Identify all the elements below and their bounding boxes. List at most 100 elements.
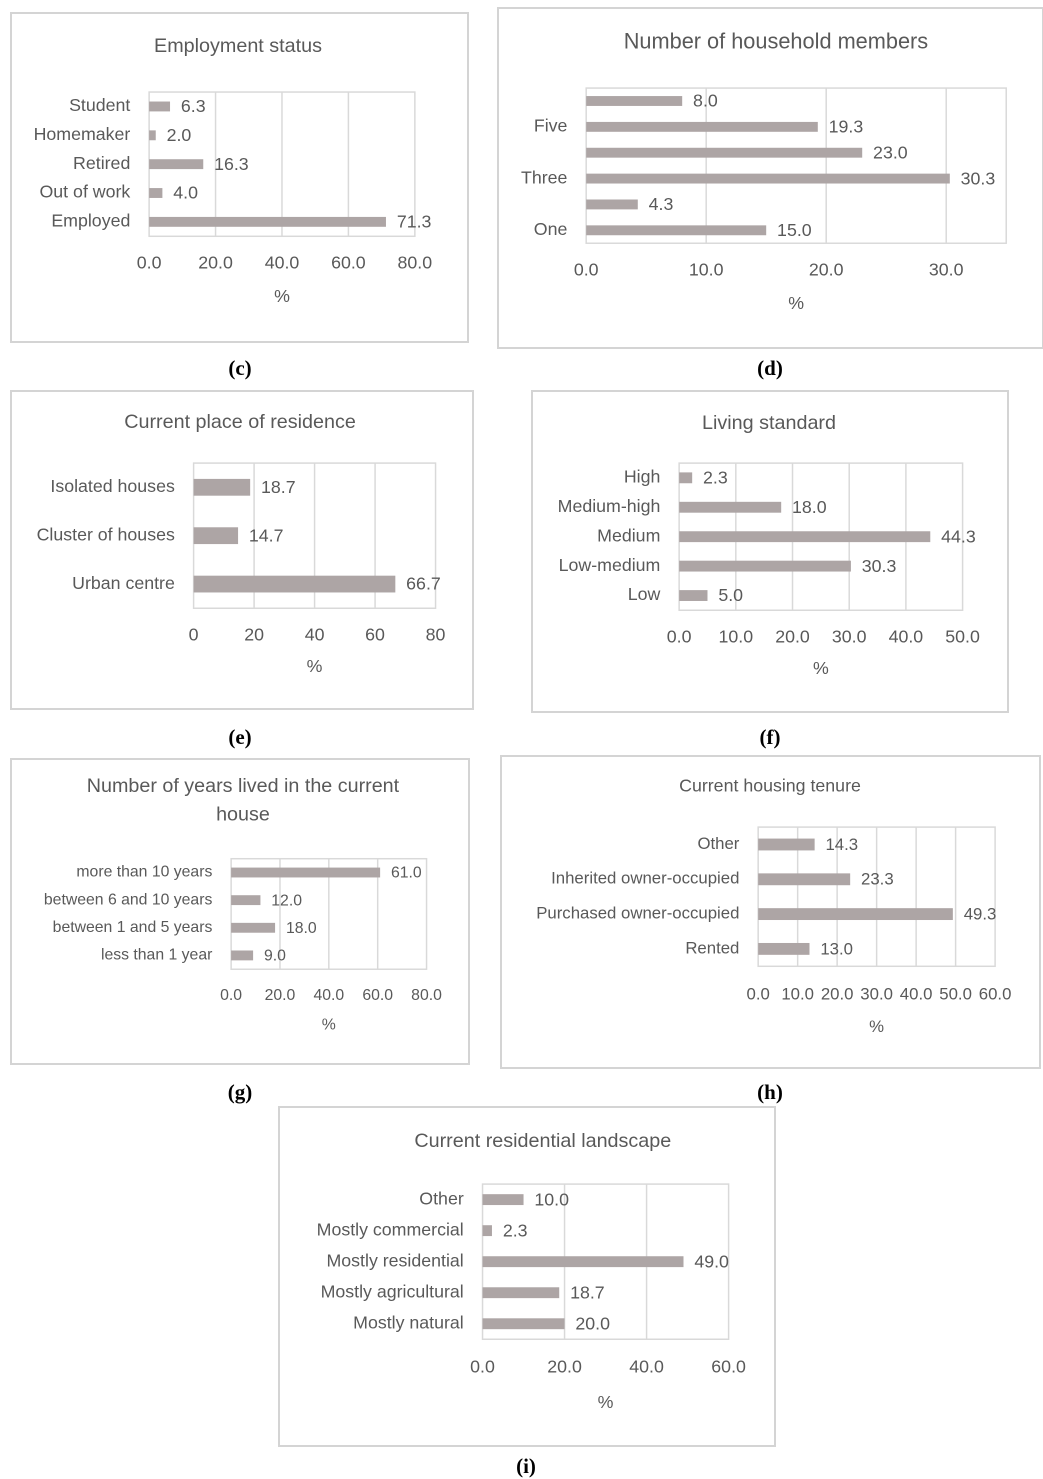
x-tick-label: 80.0 (411, 987, 442, 1004)
bar (231, 867, 381, 878)
subfigure-label: (f) (759, 725, 781, 749)
x-tick-label: 20.0 (198, 253, 233, 273)
category-label: Homemaker (34, 124, 131, 144)
bar (193, 478, 251, 496)
data-label: 6.3 (181, 96, 206, 116)
data-label: 5.0 (718, 585, 743, 605)
chart-panel-c: Employment status 0.0 20.0 40.0 60.0 80.0% 6.3… (10, 12, 469, 343)
category-label: Five (534, 116, 568, 136)
chart-svg-g: Number of years lived in the current hous… (44, 775, 442, 1034)
category-label: Urban centre (72, 573, 175, 593)
data-label: 18.7 (261, 477, 296, 497)
category-label: High (624, 467, 661, 487)
x-tick-label: 20.0 (821, 984, 854, 1003)
bar (586, 147, 863, 158)
category-label: Isolated houses (50, 476, 175, 496)
category-label: Employed (51, 211, 130, 231)
category-label: Mostly residential (327, 1250, 464, 1270)
category-label: Medium (597, 525, 660, 545)
bar (149, 188, 163, 198)
category-label: One (534, 219, 568, 239)
data-label: 49.0 (694, 1251, 729, 1271)
category-label: Low (628, 584, 661, 604)
category-label: less than 1 year (101, 947, 212, 964)
data-label: 18.0 (286, 920, 317, 937)
x-tick-label: 60.0 (711, 1357, 746, 1377)
category-label: Out of work (39, 182, 130, 202)
category-label: Mostly agricultural (321, 1281, 464, 1301)
x-tick-label: 40.0 (265, 253, 300, 273)
x-axis-label: % (813, 658, 829, 678)
chart-svg-d: Number of household members 0.0 10.0 20.0 30… (521, 28, 1007, 313)
x-tick-label: 50.0 (945, 627, 980, 647)
chart-title: Employment status (154, 35, 322, 57)
x-tick-label: 40.0 (629, 1357, 664, 1377)
x-tick-label: 40 (305, 625, 325, 645)
bar (482, 1225, 492, 1237)
bar (758, 942, 810, 955)
bar (586, 121, 818, 132)
data-label: 71.3 (397, 212, 432, 232)
x-tick-label: 0.0 (470, 1357, 495, 1377)
category-label: between 1 and 5 years (53, 919, 213, 936)
data-label: 14.3 (825, 835, 858, 854)
chart-svg-c: Employment status 0.0 20.0 40.0 60.0 80.0% 6.3… (34, 35, 433, 306)
x-tick-label: 10.0 (781, 984, 814, 1003)
chart-panel-f: Living standard 0.0 10.0 20.0 30.0 40.0 50.0% 2… (531, 390, 1009, 713)
chart-svg-i: Current residential landscape 0.0 20.0 40.0… (317, 1130, 746, 1412)
x-tick-label: 60.0 (979, 984, 1012, 1003)
category-label: Medium-high (558, 496, 661, 516)
bar (193, 527, 239, 545)
x-tick-label: 0.0 (137, 253, 162, 273)
chart-panel-e: Current place of residence 0 20 40 60 80% 18.7… (10, 390, 474, 710)
bar (758, 908, 953, 921)
bar (231, 895, 261, 906)
x-tick-label: 20.0 (775, 627, 810, 647)
subfigure-label: (g) (227, 1080, 253, 1104)
data-label: 23.3 (861, 870, 894, 889)
category-label: Three (521, 167, 568, 187)
chart-svg-h: Current housing tenure 0.0 10.0 20.0 30.0 40.… (536, 775, 1012, 1036)
bar (586, 199, 638, 210)
chart-panel-h: Current housing tenure 0.0 10.0 20.0 30.0 40.… (500, 755, 1041, 1069)
data-label: 12.0 (271, 892, 302, 909)
data-label: 61.0 (391, 865, 422, 882)
chart-title: Current place of residence (124, 411, 356, 433)
subfigure-label: (h) (757, 1080, 783, 1104)
chart-panel-i: Current residential landscape 0.0 20.0 40.0… (278, 1106, 776, 1447)
data-label: 19.3 (829, 117, 864, 137)
bar (679, 501, 782, 513)
category-label: Mostly natural (353, 1312, 464, 1332)
chart-title: Current housing tenure (679, 775, 861, 795)
category-label: Student (69, 95, 130, 115)
x-tick-label: 10.0 (719, 627, 754, 647)
x-axis-label: % (274, 286, 290, 306)
bar (679, 590, 708, 601)
chart-panel-d: Number of household members 0.0 10.0 20.0 30… (497, 7, 1043, 349)
x-tick-label: 0 (189, 625, 199, 645)
data-label: 23.0 (873, 142, 908, 162)
x-tick-label: 40.0 (313, 987, 344, 1004)
data-label: 4.3 (649, 194, 674, 214)
category-label: Other (419, 1188, 464, 1208)
chart-panel-g: Number of years lived in the current hous… (10, 758, 470, 1065)
data-label: 18.0 (792, 497, 827, 517)
data-label: 13.0 (820, 939, 853, 958)
x-tick-label: 80.0 (398, 253, 433, 273)
data-label: 2.3 (503, 1220, 528, 1240)
category-label: Cluster of houses (37, 524, 175, 544)
x-tick-label: 60.0 (362, 987, 393, 1004)
x-axis-label: % (598, 1392, 614, 1412)
bar (758, 838, 815, 851)
bar (586, 225, 767, 236)
category-label: Rented (685, 938, 739, 957)
chart-title: Current residential landscape (414, 1130, 671, 1152)
x-axis-label: % (788, 293, 804, 313)
bar (758, 873, 851, 886)
subfigure-label: (e) (228, 725, 252, 749)
category-label: Retired (73, 153, 130, 173)
x-tick-label: 40.0 (900, 984, 933, 1003)
x-axis-label: % (307, 656, 323, 676)
chart-title: Living standard (702, 412, 836, 434)
category-label: between 6 and 10 years (44, 891, 213, 908)
